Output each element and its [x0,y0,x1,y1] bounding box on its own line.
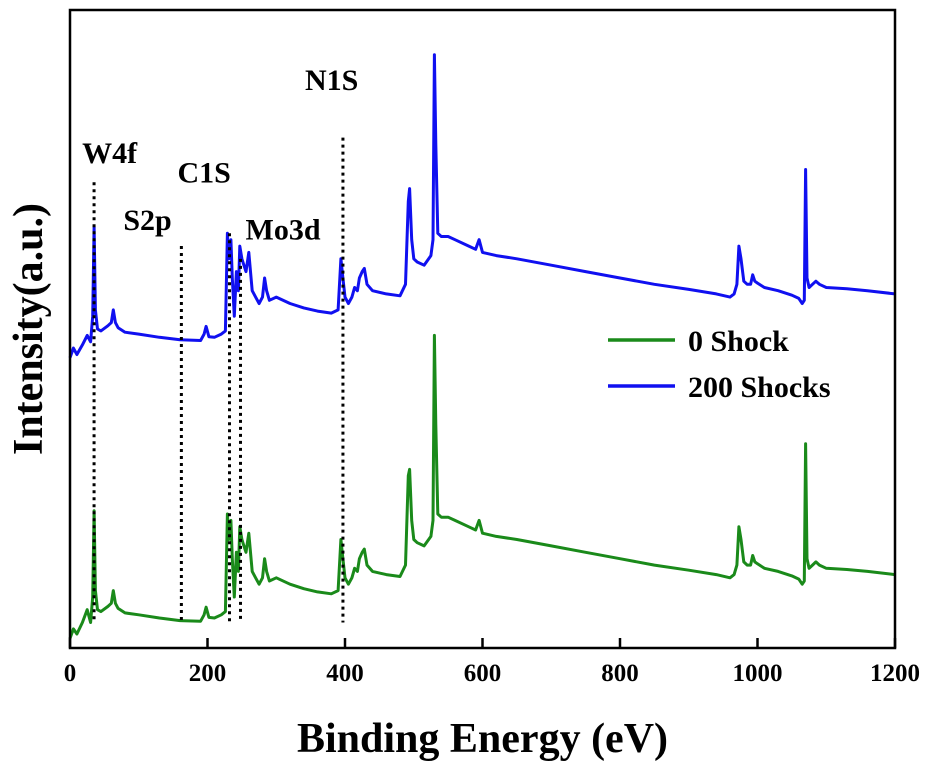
x-tick-label: 400 [326,660,364,687]
x-axis-ticks: 0 200 400 600 800 1000 1200 [64,638,920,687]
x-tick-label: 1000 [733,660,783,687]
peak-label-mo3d: Mo3d [246,214,321,247]
x-tick-label: 1200 [870,660,920,687]
x-tick-label: 200 [189,660,227,687]
legend-label: 0 Shock [688,325,789,358]
series-layer [68,53,896,639]
x-tick-label: 600 [464,660,502,687]
peak-label-c1s: C1S [178,156,231,189]
series-line-zero-shock [68,333,896,639]
peak-label-w4f: W4f [82,137,138,170]
legend: 0 Shock 200 Shocks [608,325,831,404]
peak-label-n1s: N1S [305,64,358,97]
x-tick-label: 0 [64,660,77,687]
peak-label-s2p: S2p [123,204,171,237]
series-line-two-hundred-shocks [68,53,896,359]
x-axis-title: Binding Energy (eV) [297,716,668,762]
legend-label: 200 Shocks [688,371,831,404]
y-axis-title: Intensity(a.u.) [6,203,52,455]
x-tick-label: 800 [601,660,639,687]
